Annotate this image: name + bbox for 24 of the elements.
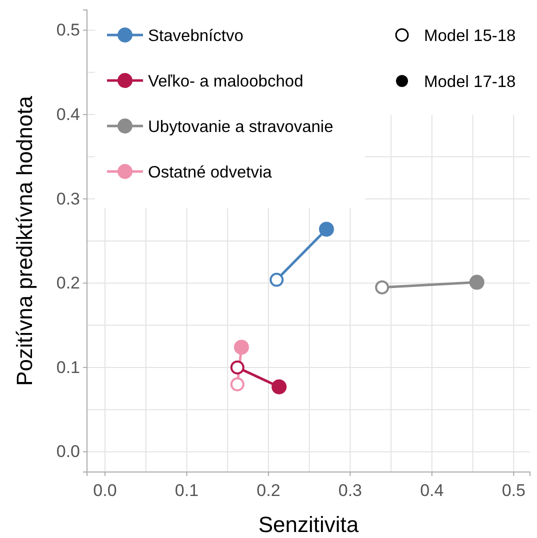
- annotation: Model 17-18: [424, 73, 516, 91]
- y-axis-title: Pozitívna prediktívna hodnota: [12, 95, 37, 386]
- point: [272, 379, 287, 394]
- y-tick-label: 0.5: [56, 20, 80, 40]
- y-tick-label: 0.3: [56, 189, 80, 208]
- annotation: Model 15-18: [424, 27, 516, 45]
- legend-label: Stavebníctvo: [148, 27, 244, 45]
- x-axis-title: Senzitivita: [258, 512, 360, 537]
- point: [234, 340, 249, 355]
- x-tick-label: 0.3: [338, 481, 362, 500]
- point: [469, 274, 484, 290]
- point: [318, 222, 334, 237]
- legend-label: Veľko- a maloobchod: [148, 72, 304, 90]
- x-tick-label: 0.0: [93, 481, 117, 500]
- x-tick-label: 0.5: [502, 481, 526, 500]
- x-tick-label: 0.4: [420, 481, 444, 500]
- legend-label: Ostatné odvetvia: [148, 164, 273, 182]
- x-tick-label: 0.2: [256, 481, 280, 500]
- x-tick-label: 0.1: [174, 481, 199, 500]
- y-tick-label: 0.1: [56, 358, 80, 377]
- y-tick-label: 0.4: [56, 104, 80, 124]
- legend-label: Ubytovanie a stravovanie: [148, 118, 334, 136]
- y-tick-label: 0.0: [56, 442, 80, 462]
- y-tick-label: 0.2: [56, 274, 80, 293]
